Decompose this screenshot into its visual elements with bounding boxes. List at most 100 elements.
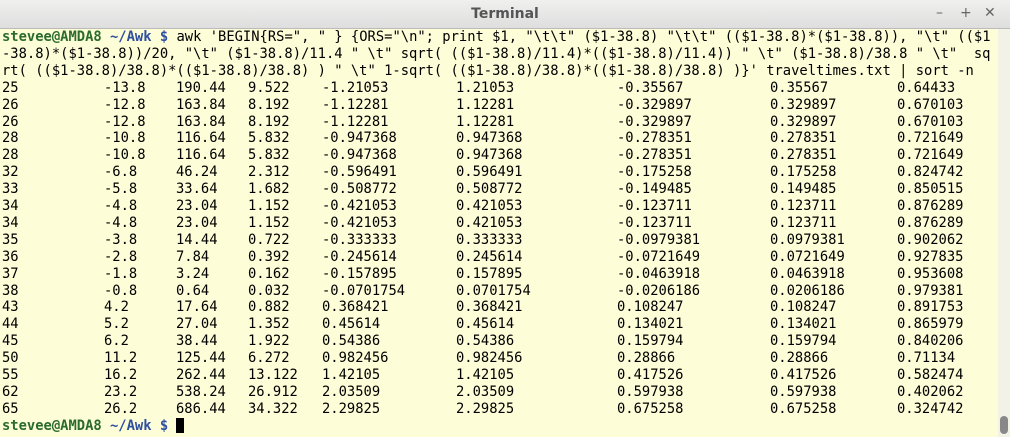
table-cell: -3.8 [104,231,138,248]
table-cell: 0.982456 [322,350,389,367]
prompt-path: ~/Awk [110,29,152,45]
terminal-content: stevee@AMDA8 ~/Awk $ awk 'BEGIN{RS=", " … [2,29,996,437]
table-cell: 3.24 [176,265,210,282]
table-cell: 6.272 [248,350,290,367]
prompt-line: stevee@AMDA8 ~/Awk $ [2,417,996,435]
table-cell: 0.032 [248,282,290,299]
table-cell: 0.108247 [617,299,684,316]
table-cell: 0.123711 [770,214,837,231]
table-cell: 686.44 [176,400,226,417]
table-cell: 0.865979 [897,316,964,333]
scrollbar[interactable] [998,29,1010,437]
table-cell: 2.29825 [322,400,381,417]
table-cell: 2.03509 [322,383,381,400]
table-cell: 44 [2,316,19,333]
table-cell: 5.2 [104,316,129,333]
table-cell: 5.832 [248,130,290,147]
table-cell: 7.84 [176,248,210,265]
table-cell: 0.947368 [456,147,523,164]
table-cell: 23.04 [176,198,218,215]
table-cell: 0.368421 [456,299,523,316]
table-cell: -1.12281 [322,96,389,113]
table-cell: 17.64 [176,299,218,316]
prompt-user: stevee@AMDA8 [2,29,102,45]
table-cell: 1.682 [248,181,290,198]
table-cell: 32 [2,164,19,181]
table-cell: 0.876289 [897,198,964,215]
table-cell: 11.2 [104,350,138,367]
maximize-button[interactable]: + [960,5,972,21]
table-cell: -1.8 [104,265,138,282]
table-cell: 28 [2,130,19,147]
table-cell: -0.8 [104,282,138,299]
table-cell: 33.64 [176,181,218,198]
scroll-thumb[interactable] [1000,416,1008,434]
table-cell: -12.8 [104,113,146,130]
table-cell: 2.312 [248,164,290,181]
table-cell: 0.0701754 [456,282,531,299]
table-cell: 0.891753 [897,299,964,316]
table-cell: 0.417526 [770,367,837,384]
close-button[interactable]: ✕ [984,5,996,21]
table-cell: 0.0463918 [770,265,845,282]
table-cell: 25 [2,79,19,96]
table-cell: 36 [2,248,19,265]
table-cell: -4.8 [104,198,138,215]
table-cell: 0.876289 [897,214,964,231]
table-cell: 2.29825 [456,400,515,417]
table-cell: 163.84 [176,113,226,130]
table-cell: 0.882 [248,299,290,316]
table-cell: 0.421053 [456,214,523,231]
table-cell: -13.8 [104,79,146,96]
table-cell: 9.522 [248,79,290,96]
table-cell: 0.947368 [456,130,523,147]
table-cell: 37 [2,265,19,282]
table-cell: 0.123711 [770,198,837,215]
table-cell: 6.2 [104,333,129,350]
table-cell: 1.21053 [456,79,515,96]
table-cell: 0.597938 [770,383,837,400]
table-cell: -6.8 [104,164,138,181]
table-cell: 0.54386 [322,333,381,350]
table-cell: -2.8 [104,248,138,265]
table-cell: 27.04 [176,316,218,333]
table-cell: -0.0979381 [617,231,701,248]
table-cell: 13.122 [248,367,298,384]
table-cell: -0.421053 [322,214,397,231]
prompt-symbol: $ [159,417,169,434]
prompt-path: ~/Awk [110,417,152,434]
table-cell: 46.24 [176,164,218,181]
table-cell: 0.721649 [897,130,964,147]
table-cell: 1.42105 [456,367,515,384]
prompt-symbol: $ [159,29,169,45]
table-cell: 190.44 [176,79,226,96]
table-cell: 0.54386 [456,333,515,350]
table-cell: 1.922 [248,333,290,350]
table-cell: 4.2 [104,299,129,316]
table-cell: 0.0721649 [770,248,845,265]
table-cell: 0.417526 [617,367,684,384]
table-cell: -0.596491 [322,164,397,181]
table-cell: -0.421053 [322,198,397,215]
table-cell: 0.421053 [456,198,523,215]
table-cell: 0.134021 [617,316,684,333]
table-cell: -0.0701754 [322,282,406,299]
table-cell: -0.0721649 [617,248,701,265]
table-cell: 34 [2,198,19,215]
table-cell: 0.596491 [456,164,523,181]
table-cell: -0.245614 [322,248,397,265]
table-cell: 116.64 [176,130,226,147]
minimize-button[interactable]: – [936,5,943,21]
table-cell: 8.192 [248,113,290,130]
table-cell: 0.159794 [770,333,837,350]
table-cell: -0.157895 [322,265,397,282]
table-cell: 2.03509 [456,383,515,400]
table-cell: 1.12281 [456,96,515,113]
table-cell: 0.953608 [897,265,964,282]
table-cell: 0.927835 [897,248,964,265]
table-cell: 0.45614 [322,316,381,333]
table-cell: 125.44 [176,350,226,367]
table-cell: -10.8 [104,130,146,147]
table-cell: 0.850515 [897,181,964,198]
